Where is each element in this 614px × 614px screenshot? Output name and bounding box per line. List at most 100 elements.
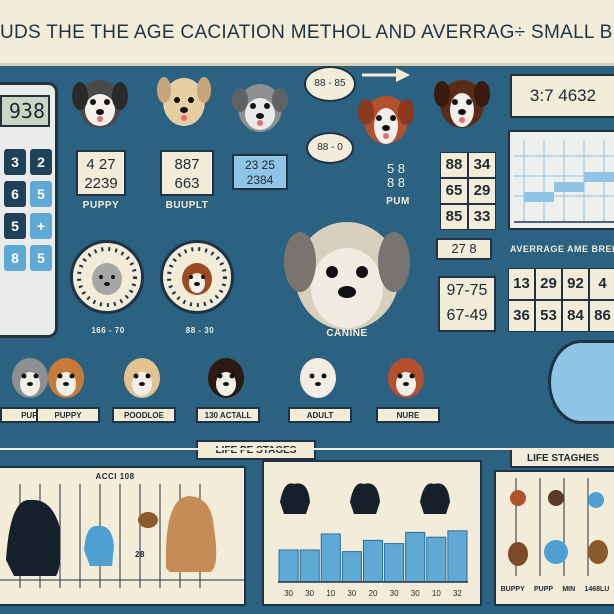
clock-face-icon (77, 247, 137, 307)
chart-tick-label: 30 (390, 589, 399, 598)
calculator-key[interactable]: + (30, 213, 52, 239)
pum-label: PUM (386, 196, 410, 207)
grid-cell: 4 (589, 268, 614, 300)
chart-bar (278, 549, 299, 583)
title-bar (0, 0, 614, 66)
brown-white-dog-icon (358, 96, 414, 144)
stage-caption: PUPP (534, 586, 554, 593)
blue-numbers-card: 23 25 2384 (232, 154, 288, 190)
right-stage-art (508, 478, 608, 576)
grid-cell: 53 (535, 300, 562, 332)
stage-caption: 1468LU (584, 586, 610, 593)
right-stage-panel: BUPPY PUPP MIN 1468LU (494, 470, 614, 606)
dog-silhouette-icon (420, 483, 450, 514)
chart-tick-label: 30 (284, 589, 293, 598)
dog-silhouette-icon (280, 483, 310, 514)
dog-silhouette-icon (350, 483, 380, 514)
grid-cell: 84 (562, 300, 589, 332)
arrow-right-icon (362, 68, 410, 82)
dog-face-icon (300, 358, 336, 398)
buuplt-card-label: BUUPLT (165, 200, 209, 211)
stage-label: NURE (376, 407, 440, 423)
grid-cell: 88 (440, 152, 468, 178)
dog-face-icon (208, 358, 244, 398)
right-mini-chart (508, 130, 614, 230)
divider (0, 448, 614, 450)
top-right-numbers: 3:7 4632 (510, 74, 614, 118)
stage-label: PUPPY (36, 407, 100, 423)
grid-cell: 29 (468, 178, 496, 204)
stage-caption: BUPPY (500, 586, 525, 593)
stage-label: ADULT (288, 407, 352, 423)
calculator-key[interactable]: 5 (30, 181, 52, 207)
dog-face-icon (388, 358, 424, 398)
calculator-key[interactable]: 6 (4, 181, 26, 207)
grey-dog-icon (232, 84, 288, 132)
range-row: 67-49 (446, 307, 488, 324)
growth-chart-panel: 30 30 10 30 20 30 30 10 32 (262, 460, 482, 606)
grid-cell: 65 (440, 178, 468, 204)
cream-dog-icon (157, 77, 211, 126)
right-clock-label: 88 - 30 (185, 326, 215, 335)
puppy-card-label: PUPPY (82, 200, 120, 211)
grid-cell: 33 (468, 204, 496, 230)
banner-right: LIFE STAGHES (510, 448, 614, 468)
calculator-key[interactable]: 2 (30, 149, 52, 175)
puppy-numbers-card: 4 27 2239 (76, 150, 126, 196)
left-panel-caption: ACCI 108 (95, 472, 135, 481)
right-mini-chart-grid (514, 140, 614, 223)
stage-dogs-row: PUPY PUPPY POODLOE 130 ACTALL ADULT NURE (0, 352, 548, 423)
stage-dog: POODLOE (112, 352, 182, 423)
chart-tick-label: 10 (432, 589, 441, 598)
stage-dog: PUPPY (36, 352, 106, 423)
stage-label: 130 ACTALL (196, 407, 260, 423)
dark-brown-dog-icon (434, 80, 490, 128)
right-stage-labels: BUPPY PUPP MIN 1468LU (496, 586, 614, 593)
right-age-clock (160, 240, 234, 314)
stage-caption: MIN (562, 586, 576, 593)
left-age-clock (70, 240, 144, 314)
center-canine-frame: CANINE (272, 210, 422, 348)
chart-bar (299, 549, 320, 583)
chart-bar (362, 539, 384, 583)
grid-cell: 86 (589, 300, 614, 332)
left-panel-tick: 28 (135, 550, 145, 559)
banner-left: LIFE PE STAGES (196, 440, 316, 460)
dog-face-icon (48, 358, 84, 398)
grid-cell: 92 (562, 268, 589, 300)
left-clock-label: 166 - 70 (91, 326, 125, 335)
gauge-icon (548, 340, 614, 424)
top-oval-value: 88 - 85 (304, 66, 356, 102)
stage-dog: ADULT (288, 352, 358, 423)
calculator: 938 3 2 6 5 5 +8 5 (0, 82, 58, 338)
stage-dog: NURE (376, 352, 446, 423)
mid-oval-value: 88 - 0 (306, 132, 354, 164)
range-card: 97-75 67-49 (438, 276, 496, 332)
range-row: 97-75 (446, 282, 488, 299)
calculator-key[interactable]: 5 (4, 213, 26, 239)
stage-label: POODLOE (112, 407, 176, 423)
calculator-key[interactable]: 3 (4, 149, 26, 175)
buuplt-numbers-card: 887 663 (160, 150, 214, 196)
dog-face-icon (124, 358, 160, 398)
chart-bar (447, 530, 468, 583)
canine-portrait-icon (284, 222, 410, 330)
terrier-dog-icon (72, 80, 128, 128)
grid-cell: 13 (508, 268, 535, 300)
grid-cell: 34 (468, 152, 496, 178)
chart-tick-label: 32 (453, 589, 462, 598)
chart-tick-label: 10 (326, 589, 335, 598)
dog-face-icon (12, 358, 48, 398)
calculator-key[interactable]: 5 (30, 245, 52, 271)
pum-numbers: 5 8 8 8 (386, 161, 406, 190)
grid-cell: 36 (508, 300, 535, 332)
canine-label: CANINE (326, 328, 368, 339)
chart-bar (320, 533, 341, 583)
clock-face-icon (167, 247, 227, 307)
grid-cell: 29 (535, 268, 562, 300)
grid-cell: 85 (440, 204, 468, 230)
left-panel-art (0, 484, 244, 588)
growth-bar-chart: 30 30 10 30 20 30 30 10 32 (278, 483, 468, 598)
calculator-key[interactable]: 8 (4, 245, 26, 271)
chart-bar (405, 531, 426, 583)
